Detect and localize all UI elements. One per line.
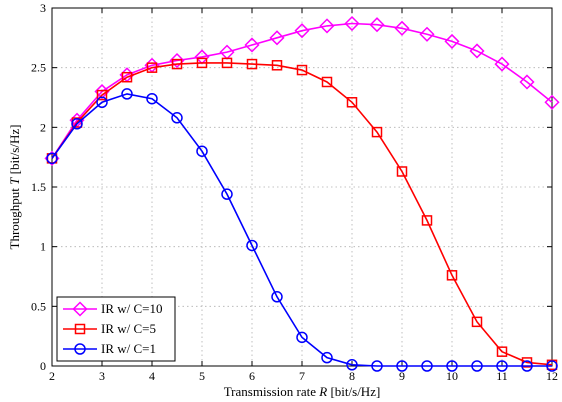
data-point: [121, 71, 133, 83]
data-point: [46, 152, 58, 165]
data-point: [496, 346, 508, 357]
y-tick-label: 1: [40, 240, 46, 254]
y-tick-label: 2.5: [31, 61, 46, 75]
x-tick-label: 12: [546, 369, 558, 383]
data-point: [319, 18, 335, 34]
data-point: [521, 357, 533, 368]
axes: 2 3 4 5 6 7 8 9 10 11 12 0 0.5 1 1.5 2 2.5 3: [31, 1, 558, 383]
data-point: [271, 60, 283, 71]
data-point: [96, 89, 108, 101]
series-layer: [44, 15, 560, 372]
legend-marker: [74, 343, 86, 355]
data-point: [396, 166, 408, 177]
data-point: [394, 20, 410, 36]
data-point: [169, 52, 185, 69]
data-point: [244, 37, 260, 53]
x-axis-label-var: R: [318, 384, 327, 399]
data-point: [421, 360, 433, 372]
data-point: [196, 57, 208, 69]
data-point: [171, 58, 183, 70]
legend-label: IR w/ C=10: [101, 301, 163, 316]
x-tick-label: 10: [446, 369, 458, 383]
data-point: [94, 83, 110, 100]
y-axis-label-var: T: [7, 177, 22, 185]
legend-label: IR w/ C=5: [101, 321, 156, 336]
data-point: [521, 360, 533, 372]
data-point: [369, 17, 385, 33]
data-point: [421, 215, 433, 226]
data-point: [344, 15, 360, 32]
x-tick-label: 6: [249, 369, 255, 383]
data-point: [296, 331, 308, 344]
data-point: [346, 97, 358, 108]
data-point: [519, 74, 535, 90]
data-point: [396, 360, 408, 372]
x-axis-label: Transmission rate R [bit/s/Hz]: [224, 384, 381, 399]
data-point: [494, 56, 510, 72]
legend-marker: [72, 301, 88, 317]
series-line: [51, 22, 553, 159]
y-axis-label-suffix: [bit/s/Hz]: [7, 125, 22, 178]
x-tick-label: 5: [199, 369, 205, 383]
data-point: [196, 145, 208, 157]
data-point: [121, 88, 133, 100]
data-point: [444, 33, 460, 49]
data-point: [96, 96, 108, 109]
x-tick-label: 9: [399, 369, 405, 383]
data-point: [371, 126, 383, 138]
series-line: [51, 62, 553, 366]
data-point: [546, 360, 558, 372]
data-point: [496, 360, 508, 372]
x-tick-label: 8: [349, 369, 355, 383]
data-point: [446, 360, 458, 372]
x-tick-label: 7: [299, 369, 305, 383]
data-point: [471, 316, 483, 328]
data-point: [221, 57, 233, 69]
y-tick-label: 3: [40, 1, 46, 15]
data-point: [146, 92, 158, 105]
data-point: [321, 351, 333, 364]
legend: IR w/ C=10 IR w/ C=5 IR w/ C=1: [56, 296, 176, 362]
y-axis-label-prefix: Throughput: [7, 185, 22, 250]
legend-marker: [74, 323, 86, 335]
series-3: [46, 88, 558, 372]
data-point: [446, 270, 458, 281]
data-point: [544, 94, 560, 110]
data-point: [296, 64, 308, 76]
data-point: [221, 188, 233, 200]
x-axis-label-suffix: [bit/s/Hz]: [327, 384, 380, 399]
series-line: [51, 93, 552, 367]
data-point: [294, 23, 310, 39]
x-tick-label: 3: [99, 369, 105, 383]
legend-label: IR w/ C=1: [101, 341, 156, 356]
data-point: [71, 118, 83, 130]
data-point: [146, 62, 158, 73]
data-point: [271, 291, 283, 303]
y-tick-label: 0.5: [31, 299, 46, 313]
x-tick-label: 11: [496, 369, 508, 383]
x-axis-label-prefix: Transmission rate: [224, 384, 320, 399]
y-tick-label: 2: [40, 120, 46, 134]
y-axis-label: Throughput T [bit/s/Hz]: [7, 125, 22, 250]
x-tick-label: 2: [49, 369, 55, 383]
data-point: [246, 239, 258, 252]
data-point: [471, 360, 483, 372]
x-tick-label: 4: [149, 369, 155, 383]
data-point: [419, 26, 435, 42]
y-tick-label: 0: [40, 359, 46, 373]
data-point: [371, 360, 383, 372]
data-point: [246, 58, 258, 70]
data-point: [269, 30, 285, 46]
data-point: [321, 76, 333, 88]
data-point: [469, 43, 485, 59]
y-tick-label: 1.5: [31, 180, 46, 194]
data-point: [171, 112, 183, 124]
data-point: [346, 359, 358, 371]
